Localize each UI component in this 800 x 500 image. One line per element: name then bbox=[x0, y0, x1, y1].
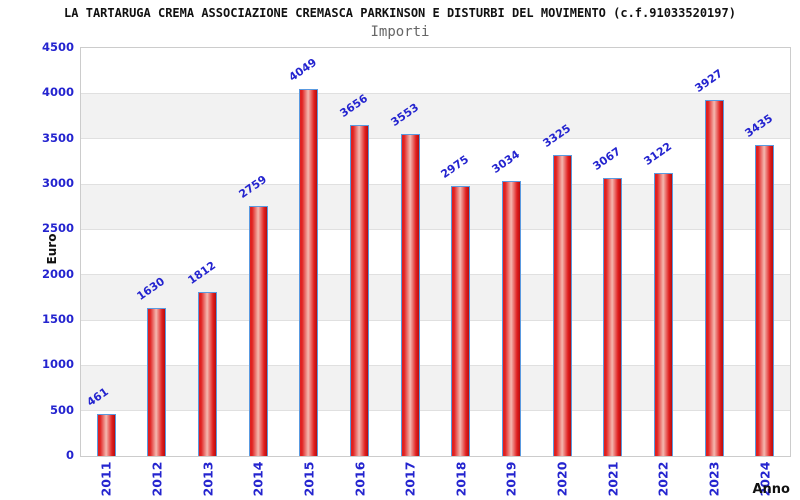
gridline bbox=[81, 138, 790, 140]
grid-band bbox=[81, 229, 790, 275]
bar bbox=[248, 205, 268, 456]
x-tick-label: 2017 bbox=[402, 461, 418, 497]
x-tick-label: 2020 bbox=[554, 461, 570, 497]
x-tick-label: 2013 bbox=[200, 461, 216, 497]
bar bbox=[350, 124, 370, 456]
bar bbox=[400, 133, 420, 456]
bar bbox=[96, 414, 116, 456]
grid-band bbox=[81, 184, 790, 230]
gridline bbox=[81, 319, 790, 321]
x-tick-label: 2021 bbox=[605, 461, 621, 497]
x-tick-label: 2018 bbox=[453, 461, 469, 497]
bar bbox=[704, 99, 724, 456]
x-tick-label: 2014 bbox=[250, 461, 266, 497]
gridline bbox=[81, 274, 790, 276]
x-tick-label: 2019 bbox=[503, 461, 519, 497]
x-tick-label: 2015 bbox=[301, 461, 317, 497]
grid-band bbox=[81, 320, 790, 366]
bar bbox=[755, 144, 775, 456]
y-tick-label: 0 bbox=[65, 448, 74, 462]
y-tick-label: 3500 bbox=[41, 130, 74, 145]
y-tick-label: 2000 bbox=[41, 266, 74, 281]
x-tick-label: 2022 bbox=[655, 461, 671, 497]
gridline bbox=[81, 364, 790, 366]
gridline bbox=[81, 183, 790, 185]
gridline bbox=[81, 228, 790, 230]
bar bbox=[198, 291, 218, 456]
gridline bbox=[81, 92, 790, 94]
x-tick-label: 2011 bbox=[98, 461, 114, 497]
grid-band bbox=[81, 138, 790, 184]
y-tick-label: 1500 bbox=[41, 312, 74, 326]
chart-subtitle: Importi bbox=[370, 24, 430, 40]
plot-area: 461 1630 1812 2759 4049 3656 3553 2975 3034 3325 3… bbox=[80, 47, 791, 457]
x-tick-label: 2016 bbox=[352, 461, 368, 497]
chart-title: LA TARTARUGA CREMA ASSOCIAZIONE CREMASCA… bbox=[64, 6, 736, 20]
y-tick-label: 4000 bbox=[41, 85, 74, 100]
grid-band bbox=[81, 93, 790, 139]
bar bbox=[501, 180, 521, 456]
bar bbox=[603, 177, 623, 456]
bar bbox=[299, 88, 319, 456]
grid-band bbox=[81, 365, 790, 411]
y-tick-label: 4500 bbox=[41, 40, 74, 54]
bar bbox=[653, 172, 673, 456]
grid-band bbox=[81, 274, 790, 320]
y-tick-label: 3000 bbox=[41, 176, 74, 190]
bar bbox=[451, 186, 471, 456]
grid-band bbox=[81, 48, 790, 94]
y-tick-label: 2500 bbox=[41, 221, 74, 236]
bar bbox=[147, 308, 167, 456]
bar bbox=[552, 154, 572, 456]
y-axis-title: Euro bbox=[45, 233, 59, 265]
x-tick-label: 2012 bbox=[149, 461, 165, 497]
x-axis-title: Anno bbox=[752, 482, 790, 497]
gridline bbox=[81, 410, 790, 412]
y-tick-label: 500 bbox=[49, 402, 74, 417]
x-tick-label: 2023 bbox=[706, 461, 722, 497]
y-tick-label: 1000 bbox=[41, 357, 74, 372]
grid-band bbox=[81, 410, 790, 456]
